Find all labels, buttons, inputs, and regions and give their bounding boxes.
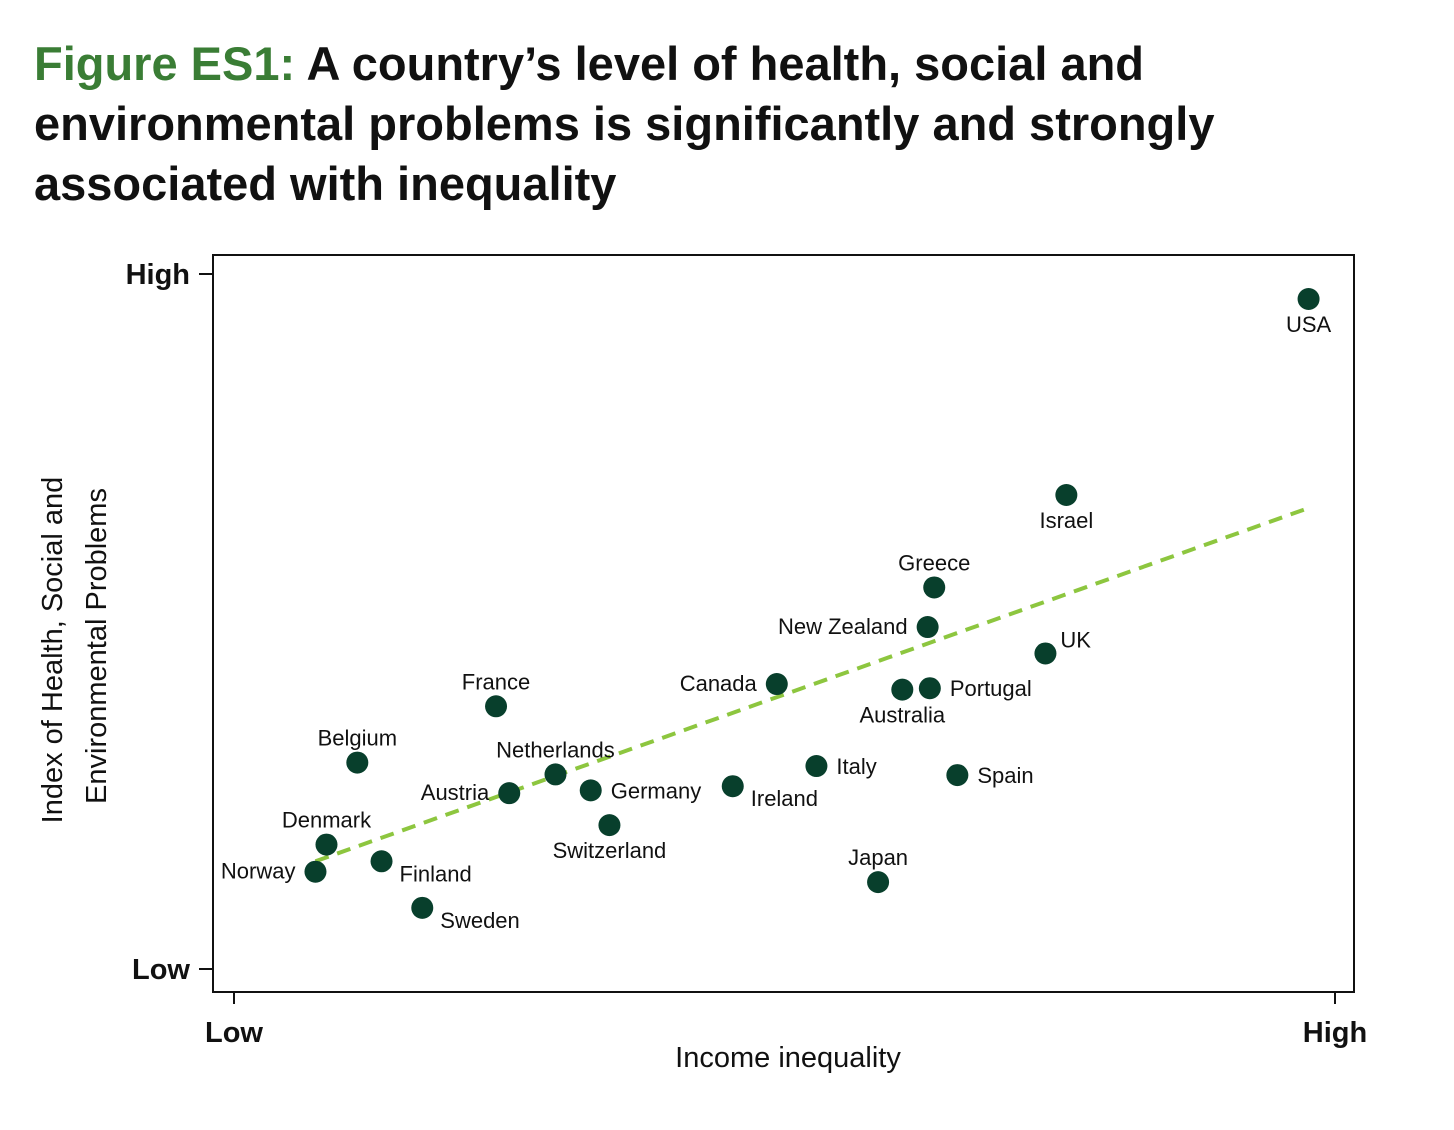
labels-layer: USA Israel Greece New Zealand UK Canada Austra… [221,312,1332,933]
x-tick-label-low: Low [205,1017,263,1049]
point-label-sweden: Sweden [440,908,520,933]
point-germany [579,779,602,802]
point-canada [765,673,788,696]
axes: Low High Low High [126,259,1368,1049]
point-france [485,695,508,718]
point-austria [498,782,521,805]
trend-line [314,507,1305,864]
point-label-portugal: Portugal [950,676,1032,701]
point-label-finland: Finland [400,861,472,886]
point-label-canada: Canada [680,671,758,696]
point-ireland [721,775,744,798]
y-axis-title-line-2: Environmental Problems [81,488,113,804]
point-label-norway: Norway [221,859,296,884]
point-new-zealand [916,616,939,639]
point-australia [891,678,914,701]
point-label-japan: Japan [848,845,908,870]
point-spain [946,764,969,787]
point-usa [1297,288,1320,311]
plot-frame [212,254,1355,993]
y-axis-title: Index of Health, Social and Environmenta… [37,469,113,824]
point-italy [805,755,828,778]
point-label-israel: Israel [1039,508,1093,533]
point-norway [304,860,327,883]
point-label-greece: Greece [898,550,970,575]
point-label-spain: Spain [977,763,1033,788]
figure-title-text: A country’s level of health, social and … [34,37,1215,210]
point-denmark [315,833,338,856]
figure-label: Figure ES1: [34,37,296,90]
point-greece [923,576,946,599]
point-label-denmark: Denmark [282,808,372,833]
point-label-netherlands: Netherlands [496,737,615,762]
point-japan [867,871,890,894]
point-label-new-zealand: New Zealand [778,614,908,639]
point-label-switzerland: Switzerland [553,838,667,863]
point-finland [370,850,393,873]
point-label-austria: Austria [421,780,490,805]
y-tick-label-low: Low [132,954,190,986]
y-tick-label-high: High [126,259,190,291]
point-label-germany: Germany [611,778,701,803]
point-portugal [918,677,941,700]
point-label-belgium: Belgium [318,726,397,751]
points-layer [304,288,1320,919]
x-tick-label-high: High [1303,1017,1367,1049]
point-label-usa: USA [1286,312,1332,337]
point-sweden [411,896,434,919]
point-label-france: France [462,669,530,694]
y-axis-title-line-1: Index of Health, Social and [37,477,69,824]
point-label-italy: Italy [836,754,876,779]
point-netherlands [544,763,567,786]
figure-title: Figure ES1: A country’s level of health,… [34,34,1414,214]
point-switzerland [598,814,621,837]
x-axis-title: Income inequality [675,1042,901,1074]
point-label-uk: UK [1060,627,1091,652]
point-label-australia: Australia [860,703,946,728]
point-label-ireland: Ireland [751,786,818,811]
point-belgium [346,751,369,774]
point-israel [1055,484,1078,507]
point-uk [1034,642,1057,665]
